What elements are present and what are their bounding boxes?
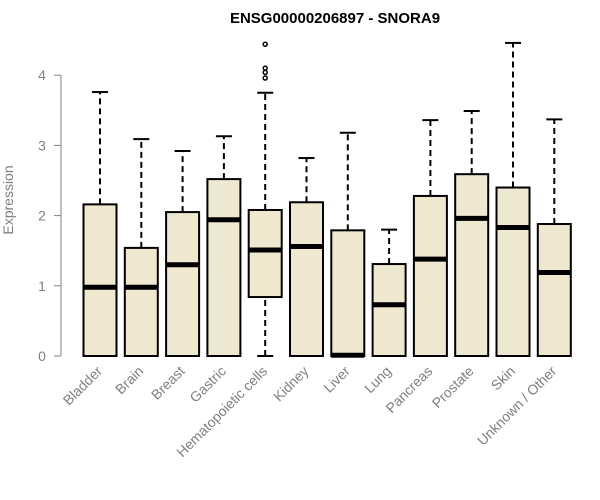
boxes-group xyxy=(82,41,572,358)
outlier-point-1 xyxy=(262,69,268,76)
y-axis: 0 1 2 3 4 xyxy=(38,67,62,364)
box-0 xyxy=(82,91,118,357)
box-5 xyxy=(289,157,324,357)
x-tick-label-6: Liver xyxy=(320,363,353,396)
y-tick-label-4: 4 xyxy=(38,67,46,83)
outlier-point-3 xyxy=(262,41,268,48)
y-tick-label-2: 2 xyxy=(38,208,46,224)
box-rect xyxy=(454,173,490,357)
box-rect xyxy=(495,186,531,357)
box-2 xyxy=(165,150,201,357)
outlier-point-2 xyxy=(262,65,268,71)
outlier-point-0 xyxy=(262,75,268,81)
box-rect xyxy=(82,203,118,357)
box-6 xyxy=(330,131,366,358)
box-rect xyxy=(123,246,159,357)
x-tick-label-9: Prostate xyxy=(429,363,477,411)
box-rect xyxy=(165,211,201,357)
box-4 xyxy=(247,41,283,357)
x-tick-label-5: Kidney xyxy=(270,363,312,405)
box-rect xyxy=(206,178,242,357)
box-10 xyxy=(495,41,531,357)
y-axis-label: Expression xyxy=(0,165,16,234)
box-3 xyxy=(206,135,242,357)
box-rect xyxy=(247,208,283,299)
x-tick-label-7: Lung xyxy=(361,363,394,396)
x-tick-label-10: Skin xyxy=(488,363,519,394)
y-tick-label-1: 1 xyxy=(38,278,46,294)
x-tick-label-0: Bladder xyxy=(60,363,106,409)
box-rect xyxy=(371,263,407,357)
box-rect xyxy=(536,223,572,357)
box-8 xyxy=(412,119,448,357)
box-7 xyxy=(371,228,407,357)
x-tick-label-1: Brain xyxy=(112,363,146,397)
box-rect xyxy=(412,194,448,357)
x-tick-label-2: Breast xyxy=(148,363,188,403)
chart-title: ENSG00000206897 - SNORA9 xyxy=(230,10,440,27)
box-11 xyxy=(536,118,572,357)
box-1 xyxy=(123,138,159,357)
y-tick-label-0: 0 xyxy=(38,348,46,364)
y-tick-label-3: 3 xyxy=(38,137,46,153)
box-9 xyxy=(454,110,490,357)
box-rect xyxy=(289,201,324,357)
box-rect xyxy=(330,229,366,357)
